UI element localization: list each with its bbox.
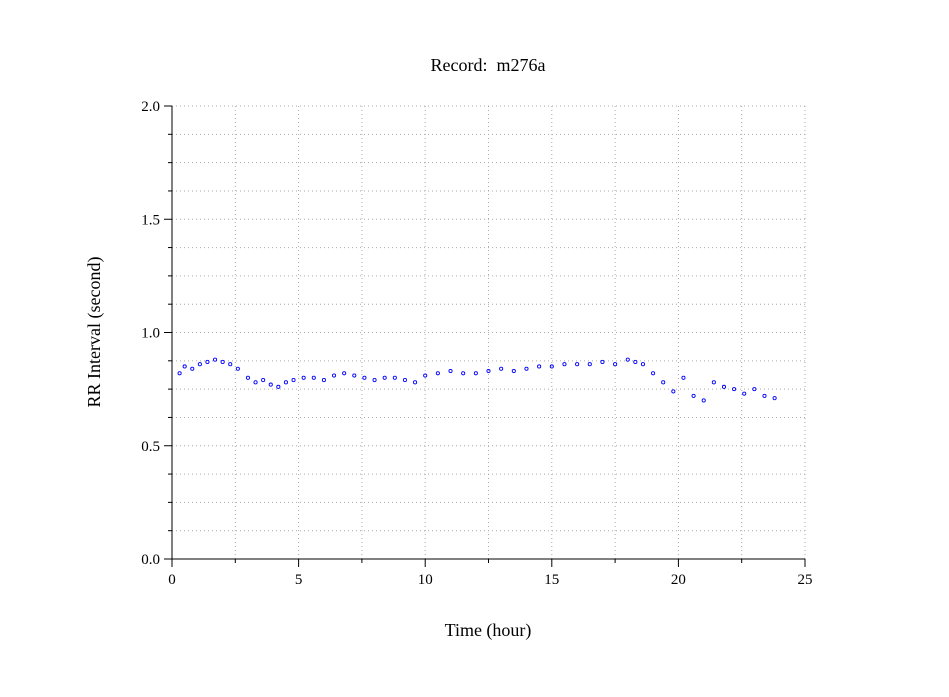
data-point <box>742 391 747 396</box>
data-point <box>762 393 767 398</box>
data-point <box>291 378 296 383</box>
chart-title: Record: m276a <box>431 55 546 75</box>
data-point <box>575 362 580 367</box>
y-axis-label: RR Interval (second) <box>84 257 105 408</box>
data-point <box>177 371 182 376</box>
data-point <box>261 378 266 383</box>
x-tick-label: 25 <box>798 572 813 588</box>
data-point <box>448 368 453 374</box>
data-point <box>382 375 387 380</box>
data-point <box>435 371 440 376</box>
data-point <box>511 368 516 374</box>
data-point <box>587 362 592 367</box>
data-point <box>352 373 357 378</box>
data-point <box>321 378 326 383</box>
data-point <box>301 375 306 380</box>
x-tick-label: 15 <box>544 572 559 588</box>
data-point <box>268 382 273 387</box>
data-point <box>245 375 251 380</box>
data-point <box>423 373 428 378</box>
x-tick-label: 10 <box>418 572 433 588</box>
data-point <box>562 362 567 367</box>
data-point <box>392 375 397 380</box>
x-tick-label: 0 <box>168 572 176 588</box>
data-point <box>413 380 418 385</box>
data-point <box>311 375 316 380</box>
data-point <box>625 357 630 362</box>
data-point <box>499 366 504 371</box>
y-tick-label: 1.5 <box>141 212 160 228</box>
data-point <box>752 387 757 392</box>
y-tick-label: 1.0 <box>141 326 160 342</box>
data-point <box>473 371 478 376</box>
data-point <box>253 380 258 385</box>
y-tick-label: 0.5 <box>141 439 160 455</box>
data-point <box>182 364 187 369</box>
data-point <box>190 366 195 371</box>
data-point <box>524 366 529 371</box>
data-point <box>613 362 618 367</box>
data-point <box>549 364 554 369</box>
data-point <box>671 389 676 394</box>
x-tick-label: 5 <box>295 572 303 588</box>
x-tick-label: 20 <box>671 572 686 588</box>
data-point <box>537 364 542 369</box>
data-point <box>197 362 202 367</box>
data-point <box>212 357 218 362</box>
data-point <box>661 380 666 385</box>
data-point <box>220 359 225 364</box>
data-point <box>283 380 288 385</box>
data-point <box>205 359 210 364</box>
data-point <box>402 378 407 383</box>
data-point <box>651 371 656 376</box>
data-point <box>372 378 377 383</box>
data-point <box>633 359 638 364</box>
x-axis-label: Time (hour) <box>445 620 532 641</box>
axes <box>164 105 806 567</box>
tick-labels: 0 5 10 15 20 25 0.0 0.5 1.0 1.5 2.0 <box>141 99 812 588</box>
data-point <box>342 371 347 376</box>
data-point <box>461 371 466 376</box>
data-point <box>681 375 686 380</box>
data-point <box>691 393 696 398</box>
data-point <box>362 375 367 380</box>
data-point <box>772 396 777 401</box>
data-point <box>701 398 706 403</box>
data-point <box>640 362 646 367</box>
data-point <box>732 387 737 392</box>
y-tick-label: 0.0 <box>141 552 160 568</box>
data-point <box>721 384 727 389</box>
data-point <box>711 380 716 385</box>
data-points <box>177 357 777 403</box>
data-point <box>600 359 605 364</box>
grid-lines <box>172 105 806 559</box>
data-point <box>235 366 240 371</box>
data-point <box>228 362 233 367</box>
y-tick-label: 2.0 <box>141 99 160 115</box>
data-point <box>331 373 337 378</box>
data-point <box>276 384 281 389</box>
data-point <box>486 368 491 374</box>
